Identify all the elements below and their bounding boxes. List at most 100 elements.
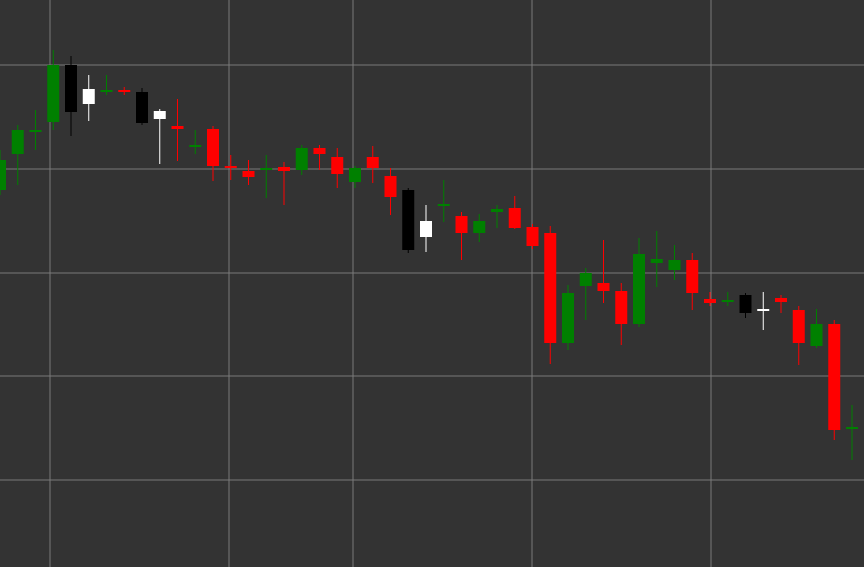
candle-body bbox=[721, 300, 734, 302]
candle-body bbox=[189, 145, 202, 147]
candle bbox=[82, 75, 95, 121]
candle-body bbox=[384, 176, 397, 197]
candle-body bbox=[29, 130, 42, 132]
candle-body bbox=[562, 293, 574, 343]
candle bbox=[473, 214, 486, 242]
candle bbox=[384, 168, 397, 215]
candle-body bbox=[792, 310, 805, 343]
candle bbox=[508, 196, 521, 229]
candle bbox=[260, 155, 273, 198]
candle-body bbox=[207, 129, 219, 166]
candle-body bbox=[331, 157, 344, 174]
candle-body bbox=[118, 90, 131, 92]
candle-body bbox=[775, 298, 787, 302]
candle bbox=[207, 126, 219, 181]
candle bbox=[739, 293, 752, 318]
candle-body bbox=[47, 65, 60, 122]
candle bbox=[562, 285, 574, 350]
candle-body bbox=[544, 233, 557, 343]
candle bbox=[402, 188, 415, 253]
candle bbox=[757, 292, 770, 330]
candle bbox=[686, 253, 699, 310]
candle bbox=[0, 150, 6, 195]
candle bbox=[846, 405, 858, 460]
candle-body bbox=[615, 291, 628, 324]
candle-body bbox=[100, 90, 113, 92]
candle-body bbox=[579, 273, 592, 286]
candle bbox=[704, 292, 716, 306]
candle-body bbox=[597, 283, 610, 291]
candle-body bbox=[526, 227, 539, 246]
candle bbox=[65, 56, 77, 136]
candle bbox=[366, 146, 379, 183]
candle bbox=[650, 231, 663, 287]
candle bbox=[331, 148, 344, 188]
candle bbox=[171, 99, 184, 161]
candle bbox=[224, 155, 237, 180]
candle bbox=[810, 309, 823, 348]
candle-body bbox=[366, 157, 379, 168]
candle-body bbox=[633, 254, 645, 324]
candle bbox=[544, 226, 557, 364]
candle-body bbox=[402, 190, 415, 250]
candle-body bbox=[349, 168, 361, 182]
candle bbox=[189, 130, 202, 154]
candle bbox=[437, 180, 450, 222]
candle-body bbox=[420, 221, 432, 237]
candle bbox=[721, 292, 734, 306]
candle-body bbox=[810, 324, 823, 346]
candle-body bbox=[295, 148, 308, 170]
candle-body bbox=[313, 148, 326, 154]
candle bbox=[526, 224, 539, 249]
candle-body bbox=[224, 166, 237, 168]
candle bbox=[136, 88, 148, 125]
candle bbox=[242, 160, 255, 185]
candle-body bbox=[153, 111, 166, 119]
candle-body bbox=[846, 427, 858, 429]
candle-body bbox=[668, 260, 681, 270]
candle bbox=[633, 238, 645, 327]
candle-body bbox=[437, 204, 450, 206]
candle-body bbox=[686, 260, 699, 293]
candle bbox=[828, 320, 841, 440]
candle bbox=[792, 306, 805, 365]
candle bbox=[313, 145, 326, 170]
candle bbox=[295, 145, 308, 175]
candle-body bbox=[455, 216, 468, 233]
candle-body bbox=[828, 324, 841, 430]
candle-body bbox=[171, 126, 184, 129]
candle-body bbox=[65, 65, 77, 112]
candle-body bbox=[82, 89, 95, 104]
candle bbox=[100, 75, 113, 95]
candle-body bbox=[491, 209, 503, 212]
candle bbox=[47, 50, 60, 130]
candle-body bbox=[0, 160, 6, 190]
candle bbox=[579, 268, 592, 320]
candle-body bbox=[136, 92, 148, 123]
candle bbox=[278, 162, 290, 205]
candle-body bbox=[704, 299, 716, 303]
candle-body bbox=[650, 259, 663, 263]
candle bbox=[615, 283, 628, 345]
candle bbox=[597, 240, 610, 303]
candle-body bbox=[508, 208, 521, 228]
candle-body bbox=[757, 309, 770, 311]
candle bbox=[420, 205, 432, 252]
candles-layer bbox=[0, 50, 858, 460]
candle bbox=[775, 295, 787, 313]
candle bbox=[118, 87, 131, 95]
candle bbox=[668, 245, 681, 280]
candle bbox=[29, 110, 42, 150]
candle bbox=[455, 212, 468, 260]
candle-body bbox=[473, 221, 486, 233]
candle bbox=[491, 205, 503, 228]
candle-body bbox=[242, 171, 255, 177]
candle-body bbox=[278, 167, 290, 171]
candle bbox=[349, 166, 361, 188]
candle-body bbox=[11, 130, 24, 154]
candle bbox=[153, 109, 166, 164]
